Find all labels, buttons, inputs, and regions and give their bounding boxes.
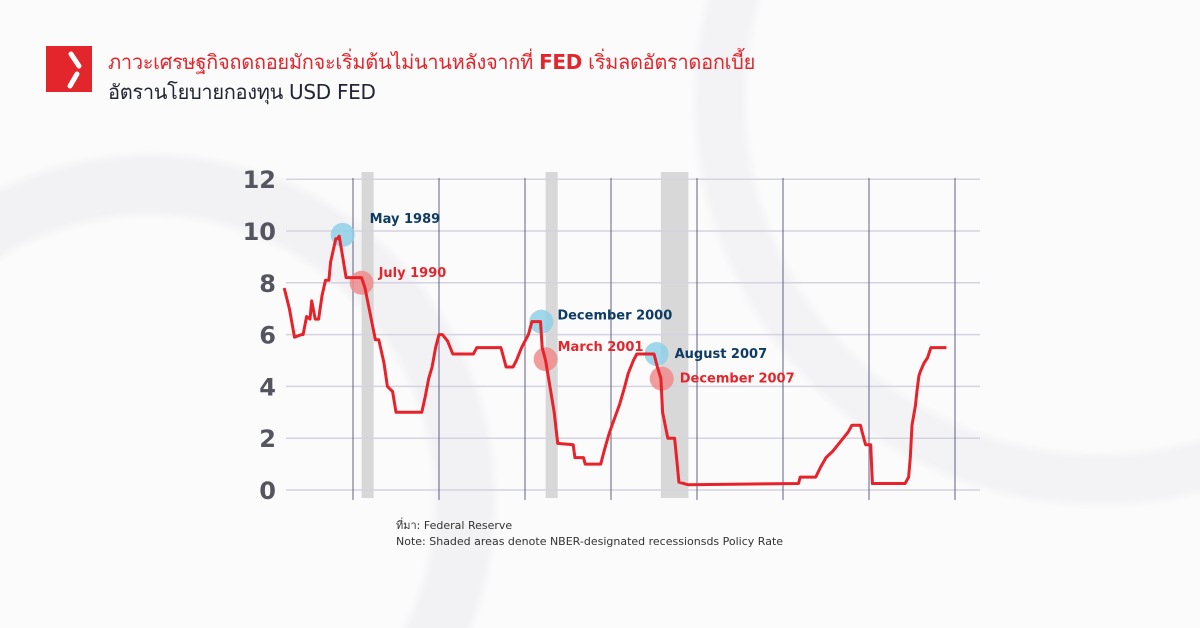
title-bold-text: FED [539, 50, 583, 74]
policy-rate-line [282, 234, 947, 487]
title-text: ภาวะเศรษฐกิจถดถอยมักจะเริ่มต้นไม่นานหลัง… [108, 50, 533, 74]
annotation-label: December 2007 [680, 372, 795, 387]
annotation-label: August 2007 [675, 347, 768, 362]
y-tick-label: 0 [259, 477, 276, 505]
y-tick-label: 2 [259, 425, 276, 453]
annotation-label: March 2001 [558, 340, 644, 355]
annotation-marker [349, 270, 374, 295]
annotation-label: May 1989 [370, 212, 441, 227]
y-tick-label: 8 [259, 270, 276, 298]
title-text: เริ่มลดอัตราดอกเบี้ย [588, 50, 755, 74]
y-tick-label: 6 [259, 322, 276, 350]
brand-logo [46, 46, 92, 92]
annotation-marker [644, 342, 669, 367]
page-subtitle: อัตรานโยบายกองทุน USD FED [108, 80, 376, 104]
y-tick-label: 10 [243, 218, 276, 246]
source-note: ที่มา: Federal Reserve [396, 519, 513, 532]
y-tick-label: 12 [243, 166, 276, 194]
annotation-label: July 1990 [378, 266, 447, 281]
page-title: ภาวะเศรษฐกิจถดถอยมักจะเริ่มต้นไม่นานหลัง… [108, 46, 755, 78]
y-tick-label: 4 [259, 373, 276, 401]
annotation-label: December 2000 [557, 309, 672, 324]
footnote: Note: Shaded areas denote NBER-designate… [396, 535, 784, 548]
